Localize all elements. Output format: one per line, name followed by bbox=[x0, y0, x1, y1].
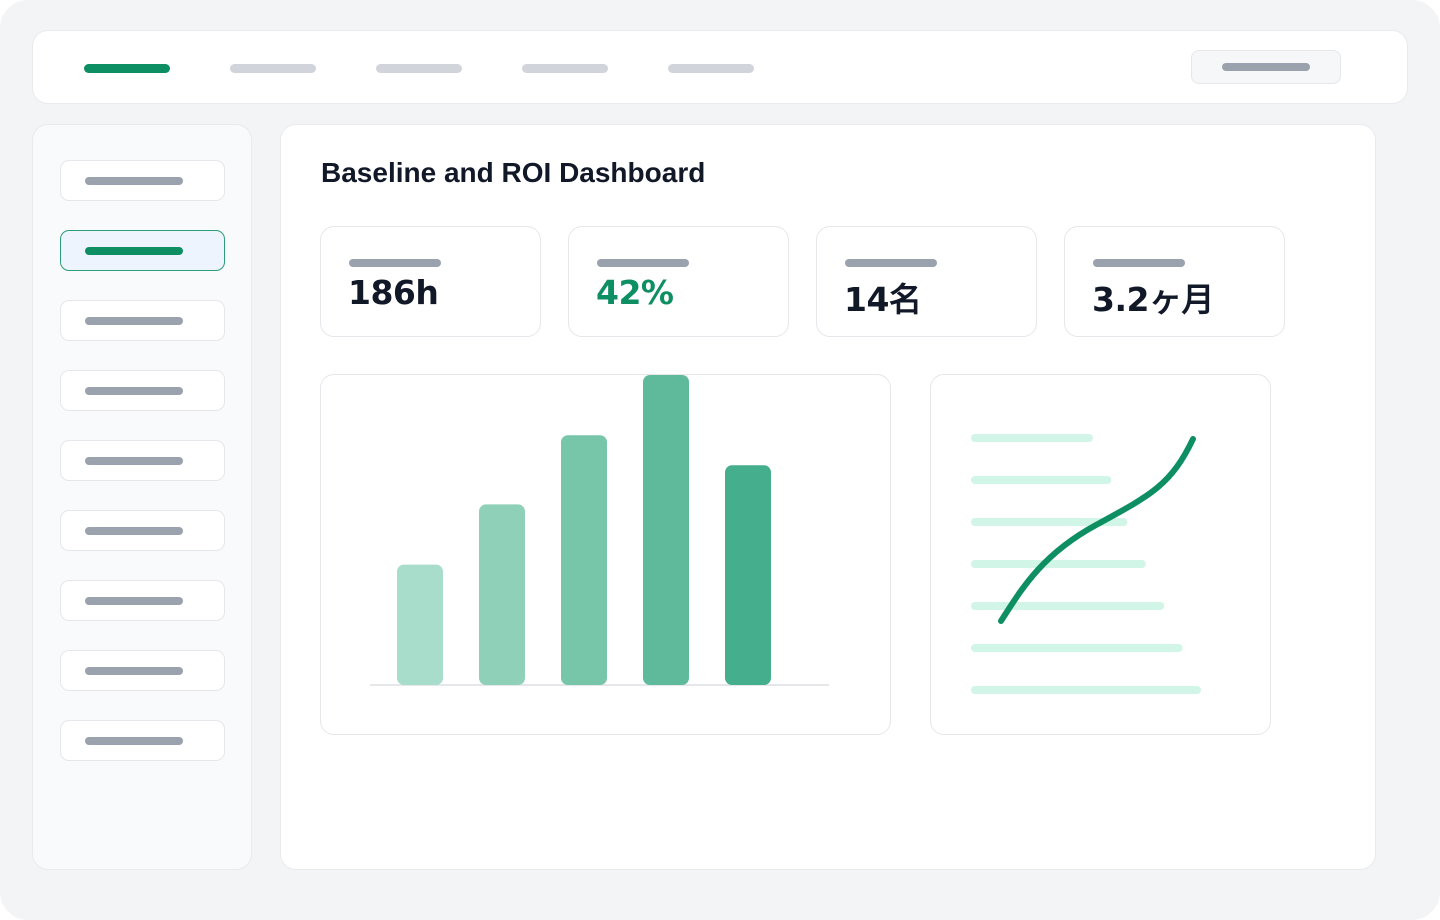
bar-2 bbox=[479, 504, 525, 685]
top-navigation-bar bbox=[32, 30, 1408, 104]
sidebar-item-7[interactable] bbox=[60, 580, 225, 621]
bar-4 bbox=[643, 375, 689, 685]
nav-tab-3[interactable] bbox=[376, 64, 462, 73]
kpi-value: 186h bbox=[348, 273, 439, 312]
sidebar-item-label bbox=[85, 457, 183, 465]
nav-tab-1[interactable] bbox=[84, 64, 170, 73]
page-title: Baseline and ROI Dashboard bbox=[321, 157, 706, 188]
kpi-label bbox=[349, 259, 441, 267]
sidebar-item-1[interactable] bbox=[60, 160, 225, 201]
sidebar-item-8[interactable] bbox=[60, 650, 225, 691]
curve-bg-bar-2 bbox=[971, 476, 1112, 484]
growth-curve-line bbox=[998, 436, 1196, 624]
sidebar-item-9[interactable] bbox=[60, 720, 225, 761]
topbar-action-label bbox=[1222, 63, 1310, 71]
kpi-card-hours: 186h bbox=[320, 226, 541, 337]
sidebar-item-6[interactable] bbox=[60, 510, 225, 551]
curve-bg-bar-7 bbox=[971, 686, 1201, 694]
kpi-label bbox=[1093, 259, 1185, 267]
kpi-label bbox=[597, 259, 689, 267]
topbar-action-button[interactable] bbox=[1191, 50, 1341, 84]
sidebar bbox=[32, 124, 252, 870]
sidebar-item-label bbox=[85, 177, 183, 185]
curve-chart bbox=[971, 434, 1201, 694]
sidebar-item-label bbox=[85, 527, 183, 535]
bar-5 bbox=[725, 465, 771, 685]
bar-3 bbox=[561, 435, 607, 685]
curve-bg-bar-6 bbox=[971, 644, 1183, 652]
sidebar-item-4[interactable] bbox=[60, 370, 225, 411]
sidebar-item-3[interactable] bbox=[60, 300, 225, 341]
nav-tab-4[interactable] bbox=[522, 64, 608, 73]
curve-bg-bar-3 bbox=[971, 518, 1128, 526]
sidebar-item-label bbox=[85, 317, 183, 325]
curve-bg-bar-1 bbox=[971, 434, 1093, 442]
kpi-value: 42% bbox=[596, 273, 674, 312]
curve-chart-card bbox=[930, 374, 1271, 735]
bar-1 bbox=[397, 564, 443, 685]
kpi-card-payback: 3.2ヶ月 bbox=[1064, 226, 1285, 337]
main-panel: Baseline and ROI Dashboard 186h 42% 14名 … bbox=[280, 124, 1376, 870]
bar-chart bbox=[370, 375, 829, 686]
sidebar-item-label bbox=[85, 387, 183, 395]
curve-bg-bar-4 bbox=[971, 560, 1146, 568]
sidebar-item-label bbox=[85, 247, 183, 255]
nav-tab-5[interactable] bbox=[668, 64, 754, 73]
kpi-card-people: 14名 bbox=[816, 226, 1037, 337]
kpi-value: 3.2ヶ月 bbox=[1092, 280, 1214, 319]
kpi-label bbox=[845, 259, 937, 267]
nav-tab-2[interactable] bbox=[230, 64, 316, 73]
sidebar-item-label bbox=[85, 737, 183, 745]
sidebar-item-label bbox=[85, 597, 183, 605]
sidebar-item-2[interactable] bbox=[60, 230, 225, 271]
bar-chart-card bbox=[320, 374, 891, 735]
sidebar-item-label bbox=[85, 667, 183, 675]
kpi-card-percent: 42% bbox=[568, 226, 789, 337]
curve-bg-bar-5 bbox=[971, 602, 1165, 610]
kpi-value: 14名 bbox=[844, 280, 922, 319]
sidebar-item-5[interactable] bbox=[60, 440, 225, 481]
